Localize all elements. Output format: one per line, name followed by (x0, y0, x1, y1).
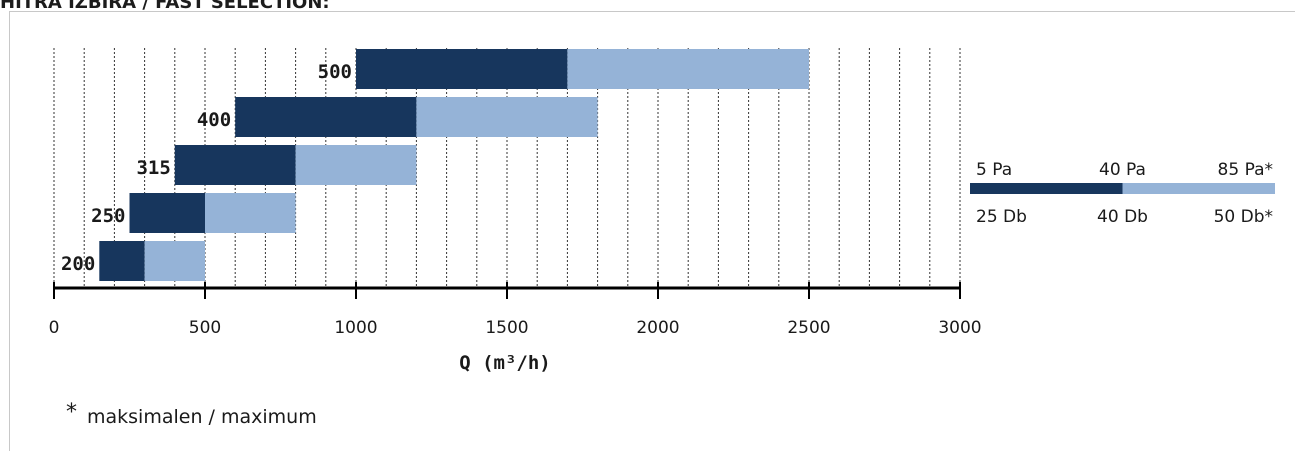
category-label-200: 200 (61, 253, 95, 275)
bar-315-high (295, 145, 417, 185)
x-axis-label: Q (m³/h) (459, 352, 551, 374)
x-tick-label: 2000 (636, 318, 679, 338)
x-tick-label: 3000 (938, 318, 981, 338)
footnote-text: maksimalen / maximum (87, 406, 317, 428)
category-label-400: 400 (197, 109, 231, 131)
legend-top-label: 5 Pa (976, 160, 1012, 180)
x-axis: 0 500 1000 1500 2000 2500 3000 (49, 282, 982, 338)
bar-500-low (356, 49, 568, 89)
chart-frame (9, 11, 1295, 451)
x-tick-label: 2500 (787, 318, 830, 338)
x-tick-label: 1000 (334, 318, 377, 338)
legend-top-label: 85 Pa* (1218, 160, 1273, 180)
legend-bottom-label: 50 Db* (1214, 207, 1273, 227)
category-labels: 500 400 315 250 200 (61, 61, 352, 275)
page-title: HITRA IZBIRA / FAST SELECTION: (0, 0, 330, 13)
legend-bar-light (1122, 183, 1275, 194)
selection-chart: 500 400 315 250 200 0 500 1000 1500 2000 2500 3000… (49, 48, 1275, 374)
footnote-marker: * (66, 400, 77, 425)
category-label-250: 250 (91, 205, 125, 227)
bars (99, 49, 809, 281)
x-tick-label: 0 (49, 318, 60, 338)
bar-250-low (129, 193, 205, 233)
legend-top-label: 40 Pa (1099, 160, 1146, 180)
bar-400-high (416, 97, 598, 137)
bar-400-low (235, 97, 417, 137)
category-label-500: 500 (318, 61, 352, 83)
x-tick-label: 500 (189, 318, 221, 338)
legend-bar-dark (970, 183, 1123, 194)
bar-315-low (174, 145, 296, 185)
legend: 5 Pa 40 Pa 85 Pa* 25 Db 40 Db 50 Db* (970, 160, 1275, 227)
bar-200-low (99, 241, 145, 281)
legend-bottom-label: 25 Db (976, 207, 1027, 227)
footnote: * maksimalen / maximum (66, 400, 317, 428)
bar-200-high (144, 241, 205, 281)
legend-bottom-label: 40 Db (1097, 207, 1148, 227)
bar-250-high (205, 193, 296, 233)
x-tick-label: 1500 (485, 318, 528, 338)
category-label-315: 315 (136, 157, 170, 179)
bar-500-high (567, 49, 809, 89)
